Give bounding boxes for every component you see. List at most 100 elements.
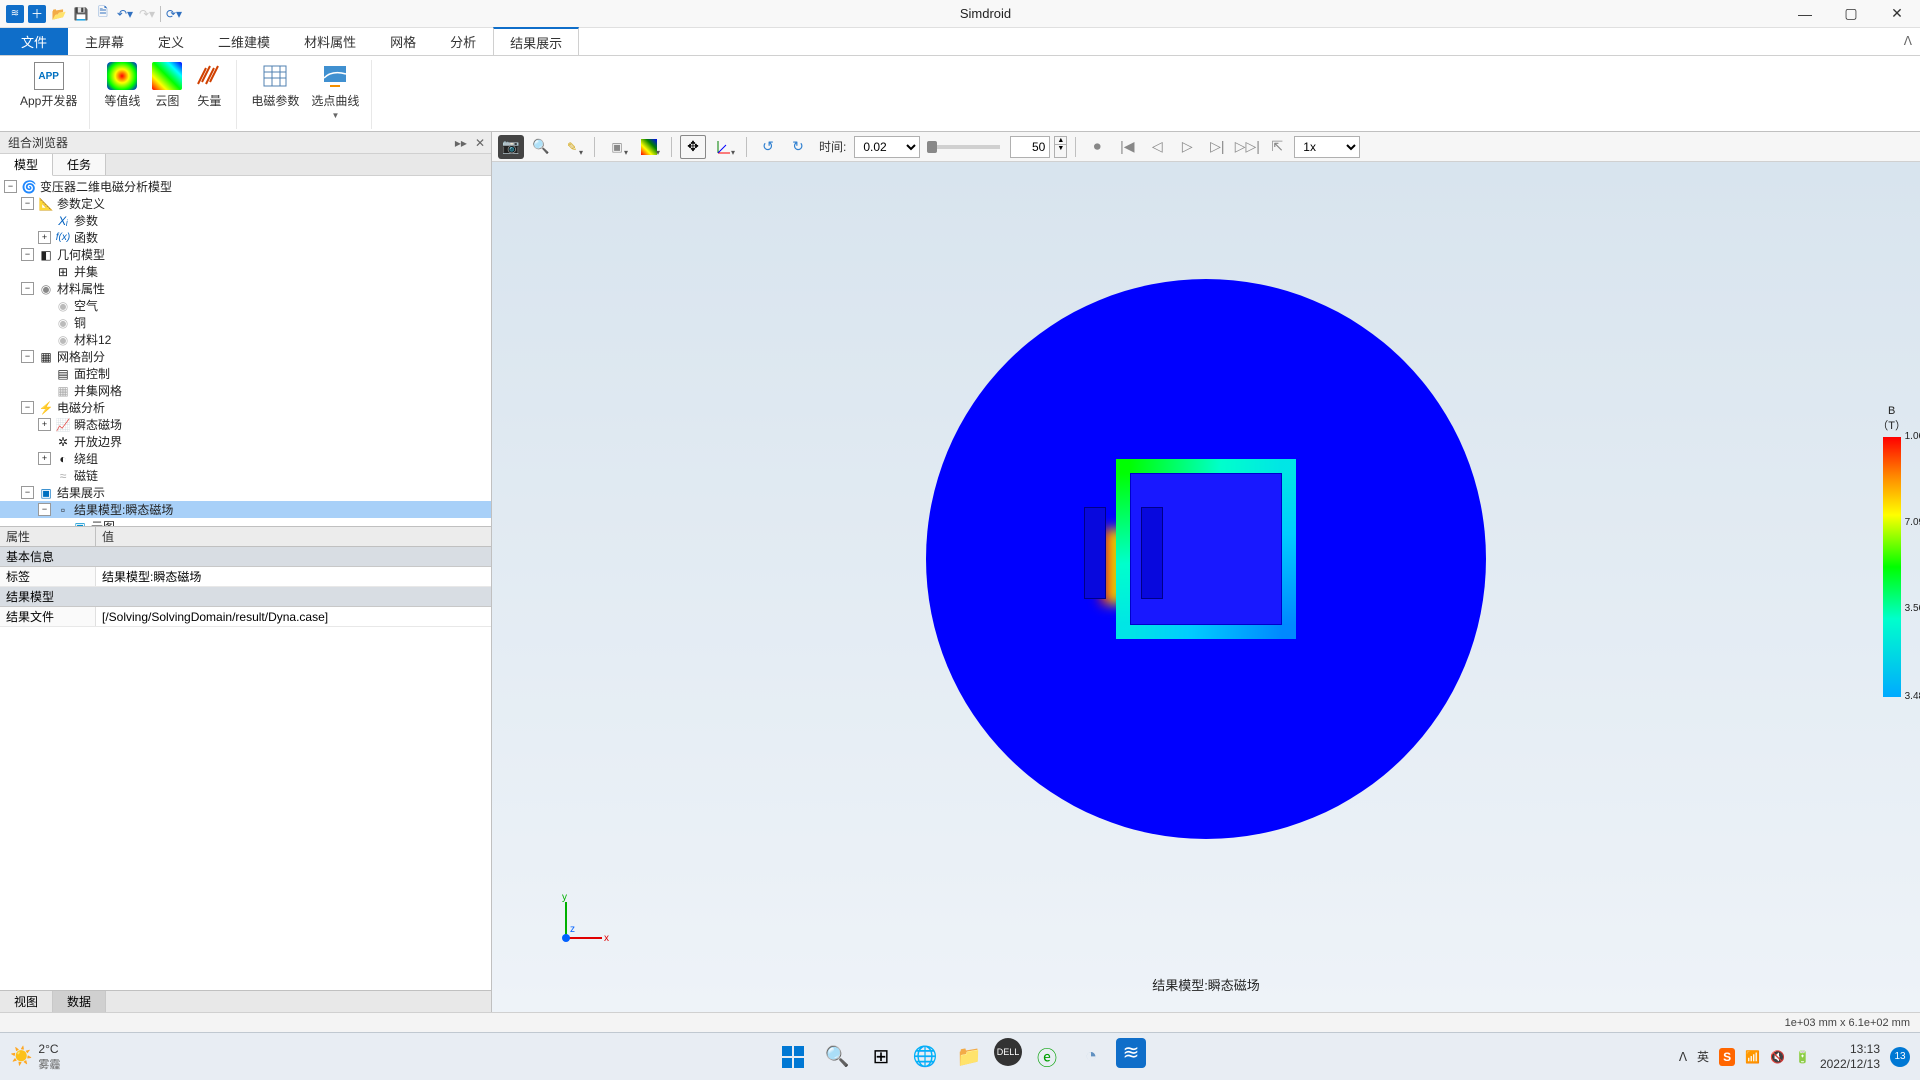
fit-view-icon[interactable]: ✥ [680,135,706,159]
time-select[interactable]: 0.02 [854,136,920,158]
save-icon[interactable]: 💾 [72,5,90,23]
open-icon[interactable]: 📂 [50,5,68,23]
battery-icon[interactable]: 🔋 [1795,1050,1810,1064]
rotate-cw-icon[interactable]: ↻ [785,135,811,159]
tree-toggle-icon[interactable]: − [21,350,34,363]
tree-node[interactable]: +◐绕组 [0,450,491,467]
tree-node[interactable]: ✲开放边界 [0,433,491,450]
spinner-down[interactable]: ▼ [1055,145,1066,152]
tree-node[interactable]: ▣云图 [0,518,491,526]
panel-tab-任务[interactable]: 任务 [53,154,106,175]
close-button[interactable]: ✕ [1874,0,1920,28]
new-icon[interactable]: ＋ [28,5,46,23]
ime-indicator[interactable]: 英 [1697,1048,1709,1065]
export-icon[interactable]: ⇱ [1264,135,1290,159]
tree-node[interactable]: ▤面控制 [0,365,491,382]
viewport-3d[interactable]: 结果模型:瞬态磁场 y x z B （T） 1.062e-177.091e-18… [492,162,1920,1012]
sogou-icon[interactable]: S [1719,1048,1735,1066]
edge-icon[interactable]: 🌐 [906,1038,944,1076]
prop-row[interactable]: 结果文件[/Solving/SolvingDomain/result/Dyna.… [0,607,491,627]
redo-icon[interactable]: ↷▾ [138,5,156,23]
tree-node[interactable]: −◉材料属性 [0,280,491,297]
taskbar-clock[interactable]: 13:13 2022/12/13 [1820,1042,1880,1071]
prop-row[interactable]: 标签结果模型:瞬态磁场 [0,567,491,587]
play-icon[interactable]: ▷ [1174,135,1200,159]
tree-toggle-icon[interactable]: − [4,180,17,193]
em-params-button[interactable]: 电磁参数 [247,60,303,122]
save-all-icon[interactable]: 🗎 [94,5,112,23]
wifi-icon[interactable]: 📶 [1745,1050,1760,1064]
menu-结果展示[interactable]: 结果展示 [493,27,579,55]
vector-button[interactable]: 矢量 [190,60,228,111]
maximize-button[interactable]: ▢ [1828,0,1874,28]
tree-node[interactable]: ◉材料12 [0,331,491,348]
tree-toggle-icon[interactable]: − [21,282,34,295]
taskbar-weather[interactable]: ☀️ 2°C 雾霾 [10,1042,60,1072]
tree-toggle-icon[interactable]: + [38,231,51,244]
notification-badge[interactable]: 13 [1890,1047,1910,1067]
tray-chevron-icon[interactable]: ᐱ [1679,1050,1687,1064]
tree-node[interactable]: Xᵢ参数 [0,212,491,229]
tree-toggle-icon[interactable]: + [38,418,51,431]
ie-icon[interactable]: ⓔ [1028,1038,1066,1076]
frame-input[interactable] [1010,136,1050,158]
tree-node[interactable]: −📐参数定义 [0,195,491,212]
axis-toggle-icon[interactable] [710,135,738,159]
panel-pin-icon[interactable]: ▸▸ [455,136,467,150]
ribbon-collapse-icon[interactable]: ᐱ [1904,34,1912,48]
cloud-button[interactable]: 云图 [148,60,186,111]
simdroid-taskbar-icon[interactable]: ≋ [1116,1038,1146,1068]
bottom-tab-数据[interactable]: 数据 [53,991,106,1012]
cube-view-icon[interactable]: ▣ [603,135,631,159]
tree-node[interactable]: −▫结果模型:瞬态磁场 [0,501,491,518]
tree-node[interactable]: ⊞并集 [0,263,491,280]
tree-node[interactable]: ≈磁链 [0,467,491,484]
menu-定义[interactable]: 定义 [141,28,201,55]
prev-frame-icon[interactable]: ◁ [1144,135,1170,159]
record-icon[interactable]: ⏺ [1084,135,1110,159]
first-frame-icon[interactable]: |◀ [1114,135,1140,159]
taskview-button[interactable]: ⊞ [862,1038,900,1076]
tree-toggle-icon[interactable]: + [38,452,51,465]
app-icon-1[interactable]: ◔ [1072,1038,1110,1076]
volume-icon[interactable]: 🔇 [1770,1050,1785,1064]
dell-icon[interactable]: DELL [994,1038,1022,1066]
spinner-up[interactable]: ▲ [1055,137,1066,145]
tree-toggle-icon[interactable]: − [21,248,34,261]
menu-二维建模[interactable]: 二维建模 [201,28,287,55]
menu-网格[interactable]: 网格 [373,28,433,55]
last-frame-icon[interactable]: ▷▷| [1234,135,1260,159]
undo-icon[interactable]: ↶▾ [116,5,134,23]
menu-文件[interactable]: 文件 [0,28,68,55]
time-slider[interactable] [930,145,1000,149]
tree-node[interactable]: ▦并集网格 [0,382,491,399]
tree-toggle-icon[interactable]: − [21,486,34,499]
search-button[interactable]: 🔍 [818,1038,856,1076]
tree-toggle-icon[interactable]: − [21,197,34,210]
contour-button[interactable]: 等值线 [100,60,144,111]
zoom-select-icon[interactable]: 🔍 [528,135,554,159]
panel-close-icon[interactable]: ✕ [475,136,485,150]
camera-icon[interactable]: 📷 [498,135,524,159]
tree-node[interactable]: +📈瞬态磁场 [0,416,491,433]
app-developer-button[interactable]: APP App开发器 [16,60,81,111]
brush-icon[interactable]: ✎ [558,135,586,159]
bottom-tab-视图[interactable]: 视图 [0,991,53,1012]
next-frame-icon[interactable]: ▷| [1204,135,1230,159]
tree-node[interactable]: ◉铜 [0,314,491,331]
menu-分析[interactable]: 分析 [433,28,493,55]
minimize-button[interactable]: — [1782,0,1828,28]
menu-材料属性[interactable]: 材料属性 [287,28,373,55]
refresh-icon[interactable]: ⟳▾ [165,5,183,23]
start-button[interactable] [774,1038,812,1076]
cube-color-icon[interactable] [635,135,663,159]
point-curve-button[interactable]: 选点曲线 ▼ [307,60,363,122]
tree-node[interactable]: −⚡电磁分析 [0,399,491,416]
panel-tab-模型[interactable]: 模型 [0,154,53,176]
speed-select[interactable]: 1x [1294,136,1360,158]
tree-node[interactable]: +f(x)函数 [0,229,491,246]
explorer-icon[interactable]: 📁 [950,1038,988,1076]
menu-主屏幕[interactable]: 主屏幕 [68,28,141,55]
tree-node[interactable]: −🌀变压器二维电磁分析模型 [0,178,491,195]
tree-node[interactable]: −◧几何模型 [0,246,491,263]
